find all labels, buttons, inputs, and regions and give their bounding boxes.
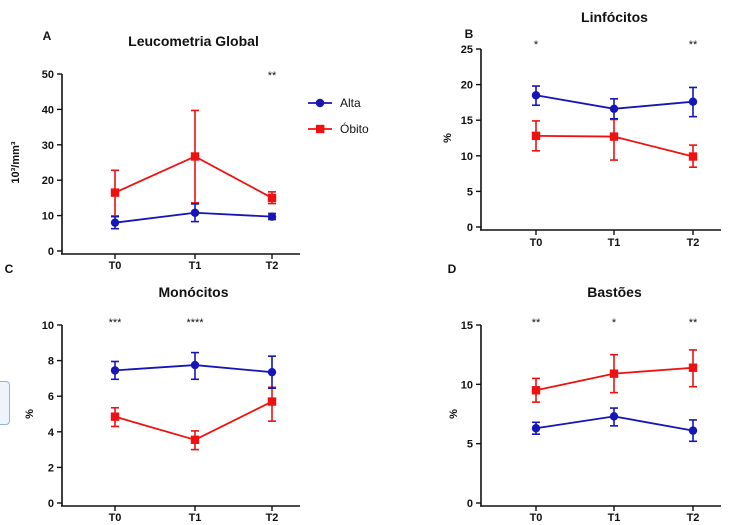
significance-marker: ** bbox=[532, 317, 541, 329]
series-line-obito bbox=[114, 155, 273, 199]
data-point-alta bbox=[531, 424, 541, 433]
significance-marker: ** bbox=[689, 39, 698, 51]
panel-label: A bbox=[43, 29, 52, 43]
data-point-obito bbox=[609, 369, 619, 378]
x-tick-label: T0 bbox=[530, 512, 543, 524]
x-tick-label: T2 bbox=[687, 237, 700, 249]
panel-label: C bbox=[5, 262, 14, 276]
x-tick-label: T2 bbox=[687, 512, 700, 524]
significance-marker: ** bbox=[689, 317, 698, 329]
x-tick-label: T1 bbox=[189, 512, 202, 524]
chart-title: Monócitos bbox=[159, 284, 229, 300]
data-point-obito bbox=[688, 363, 698, 372]
data-point-alta bbox=[110, 218, 120, 227]
x-tick-label: T1 bbox=[189, 260, 202, 272]
y-tick-label: 8 bbox=[48, 356, 54, 368]
chart-title: Linfócitos bbox=[581, 9, 648, 25]
data-point-obito bbox=[688, 152, 698, 161]
data-point-alta bbox=[688, 426, 698, 435]
legend-marker-alta bbox=[315, 98, 325, 108]
y-tick-label: 0 bbox=[467, 498, 473, 510]
x-tick-label: T2 bbox=[266, 260, 279, 272]
legend-marker-obito bbox=[316, 124, 325, 134]
y-tick-label: 10 bbox=[42, 320, 54, 332]
y-tick-label: 2 bbox=[48, 462, 54, 474]
y-tick-label: 10 bbox=[42, 211, 54, 223]
data-point-obito bbox=[531, 386, 541, 395]
data-point-alta bbox=[609, 104, 619, 114]
y-tick-label: 20 bbox=[461, 80, 473, 92]
data-point-alta bbox=[110, 366, 120, 375]
x-tick-label: T2 bbox=[266, 512, 279, 524]
y-tick-label: 15 bbox=[461, 320, 473, 332]
data-point-obito bbox=[267, 397, 277, 406]
data-point-alta bbox=[190, 360, 200, 370]
y-tick-label: 0 bbox=[48, 498, 54, 510]
y-tick-label: 40 bbox=[42, 104, 54, 116]
y-tick-label: 25 bbox=[461, 44, 473, 56]
panel-label: D bbox=[448, 262, 457, 276]
y-tick-label: 4 bbox=[48, 427, 55, 439]
data-point-obito bbox=[110, 188, 120, 197]
y-tick-label: 5 bbox=[467, 439, 473, 451]
chart-title: Leucometria Global bbox=[128, 33, 259, 49]
y-tick-label: 15 bbox=[461, 115, 473, 127]
y-tick-label: 50 bbox=[42, 69, 54, 81]
x-tick-label: T0 bbox=[109, 512, 122, 524]
x-tick-label: T0 bbox=[530, 237, 543, 249]
panel-a: 0 10 20 30 40 50 T0 T1 T2 Leucometria Global A 10³/… bbox=[10, 29, 300, 272]
y-tick-label: 10 bbox=[461, 379, 473, 391]
significance-marker: ** bbox=[268, 70, 277, 82]
data-point-obito bbox=[531, 131, 541, 141]
data-point-alta bbox=[531, 91, 541, 100]
legend-label: Alta bbox=[340, 96, 361, 110]
legend-label: Óbito bbox=[340, 121, 369, 136]
side-panel-tab[interactable] bbox=[0, 381, 10, 425]
y-tick-label: 6 bbox=[48, 391, 54, 403]
y-tick-label: 5 bbox=[467, 186, 473, 198]
data-point-alta bbox=[267, 212, 277, 221]
significance-marker: **** bbox=[186, 317, 204, 329]
y-tick-label: 20 bbox=[42, 175, 54, 187]
data-point-alta bbox=[688, 97, 698, 106]
y-tick-label: 0 bbox=[467, 222, 473, 234]
x-tick-label: T0 bbox=[109, 260, 122, 272]
y-axis-label: % bbox=[448, 409, 460, 419]
legend: Alta Óbito bbox=[308, 96, 369, 136]
y-tick-label: 0 bbox=[48, 246, 54, 258]
panel-label: B bbox=[465, 27, 474, 41]
y-axis-label: 10³/mm³ bbox=[10, 141, 22, 184]
data-point-obito bbox=[267, 193, 277, 203]
data-point-obito bbox=[110, 412, 120, 421]
chart-title: Bastões bbox=[587, 284, 642, 300]
data-point-obito bbox=[190, 435, 200, 445]
significance-marker: * bbox=[534, 39, 539, 51]
x-tick-label: T1 bbox=[608, 512, 621, 524]
y-tick-label: 30 bbox=[42, 140, 54, 152]
significance-marker: * bbox=[612, 317, 617, 329]
y-tick-label: 10 bbox=[461, 151, 473, 163]
data-point-alta bbox=[267, 367, 277, 377]
significance-marker: *** bbox=[109, 317, 123, 329]
y-axis-label: % bbox=[442, 133, 454, 143]
series-line-obito bbox=[114, 400, 273, 441]
data-point-alta bbox=[190, 208, 200, 217]
data-point-obito bbox=[190, 152, 200, 161]
y-axis-label: % bbox=[24, 409, 36, 419]
data-point-obito bbox=[609, 132, 619, 141]
x-tick-label: T1 bbox=[608, 237, 621, 249]
data-point-alta bbox=[609, 412, 619, 421]
